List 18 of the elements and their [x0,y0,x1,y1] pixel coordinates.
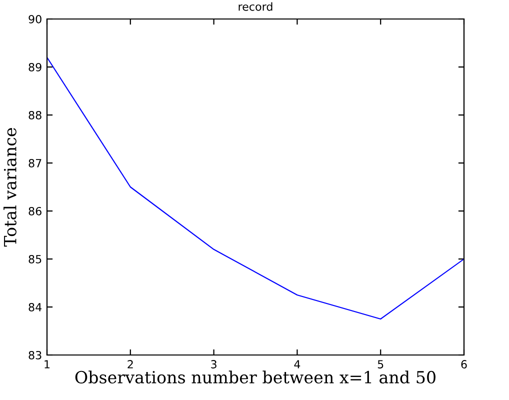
y-tick-label: 85 [28,254,42,264]
y-tick-label: 87 [28,158,42,168]
x-tick-label: 4 [294,360,300,368]
y-tick-label: 90 [28,14,42,24]
x-axis-title: Observations number between x=1 and 50 [75,370,436,384]
x-tick-label: 5 [378,360,384,368]
x-tick-label: 2 [128,360,133,368]
y-tick-label: 88 [28,110,42,120]
y-tick-label: 89 [28,62,42,72]
y-axis-title: Total variance [4,128,16,247]
x-tick-label: 3 [211,360,216,368]
line-series [47,56,464,320]
y-tick-label: 84 [28,302,42,312]
chart-title: record [238,2,272,11]
y-tick-label: 86 [28,206,42,216]
x-tick-label: 6 [461,360,467,368]
y-tick-label: 83 [28,350,42,360]
x-tick-label: 1 [44,360,50,368]
